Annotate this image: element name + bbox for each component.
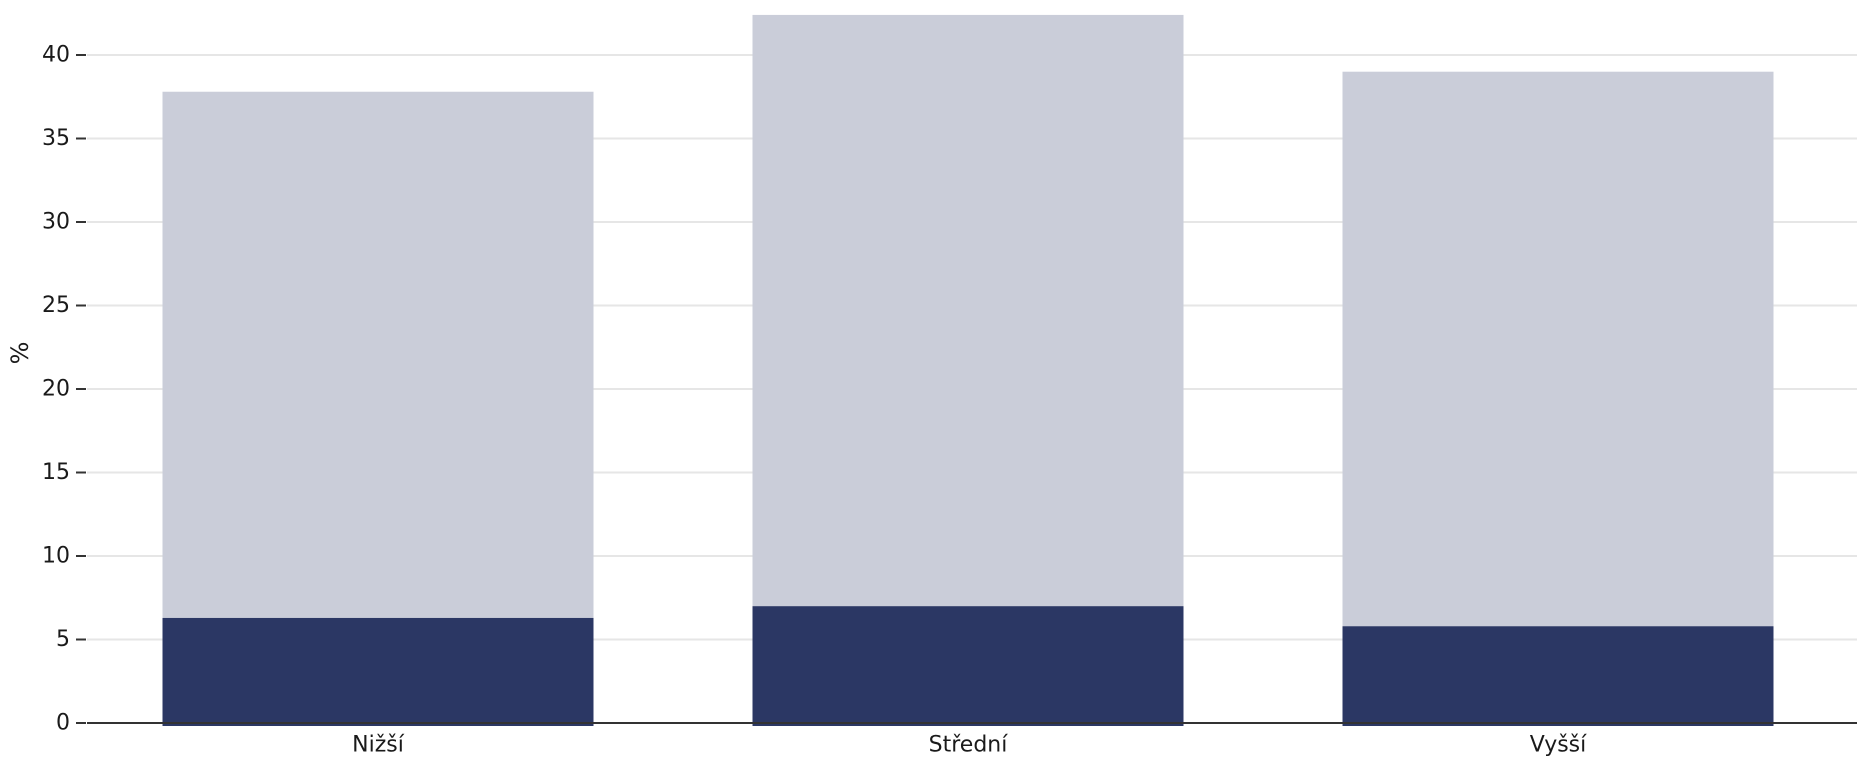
y-tick-label: 5	[56, 627, 70, 652]
x-tick-label: Střední	[929, 733, 1009, 758]
y-axis-title: %	[6, 342, 34, 365]
y-tick-label: 10	[42, 544, 70, 569]
bar-segment-base	[162, 617, 594, 726]
x-tick-label: Nižší	[352, 733, 405, 758]
y-tick-label: 30	[42, 210, 70, 235]
y-tick-label: 35	[42, 126, 70, 151]
y-axis-ticks: 0 5 10 15 20 25 30 35 40	[42, 43, 86, 736]
x-tick-label: Vyšší	[1530, 733, 1587, 758]
bar-segment-top	[752, 14, 1184, 607]
bar-segment-base	[1342, 626, 1774, 726]
bar-segment-top	[1342, 71, 1774, 627]
y-tick-label: 15	[42, 460, 70, 485]
y-tick-label: 25	[42, 293, 70, 318]
x-axis-ticks: Nižší Střední Vyšší	[352, 733, 1587, 758]
bars	[162, 14, 1774, 726]
bar-segment-top	[162, 91, 594, 618]
bar-segment-base	[752, 606, 1184, 726]
y-tick-label: 0	[56, 711, 70, 736]
y-tick-label: 20	[42, 377, 70, 402]
y-tick-label: 40	[42, 43, 70, 68]
